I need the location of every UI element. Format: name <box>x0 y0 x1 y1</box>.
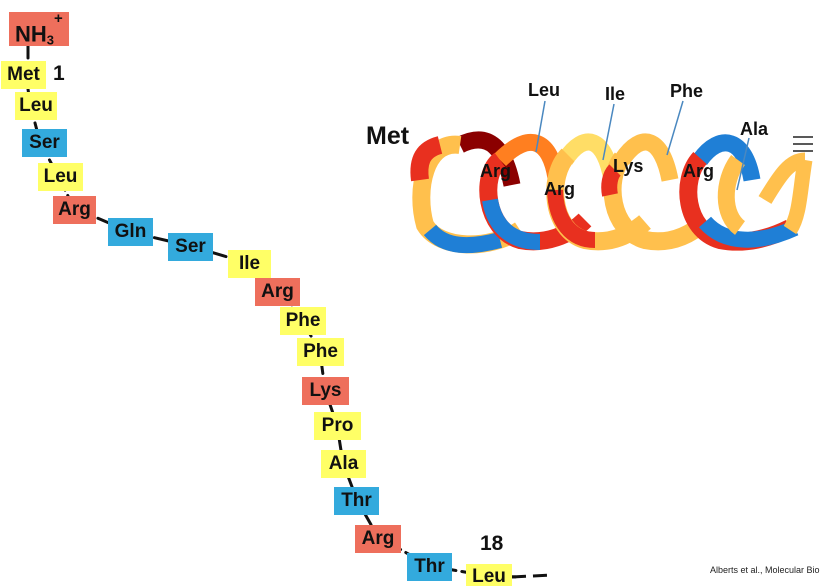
helix-label: Arg <box>683 161 714 181</box>
helix-front-coil <box>423 224 503 254</box>
helix-back-coil <box>456 131 521 187</box>
figure-credit: Alberts et al., Molecular Biolo <box>710 565 820 575</box>
n-terminus-sup: + <box>54 10 63 27</box>
helix-label: Ile <box>605 84 626 104</box>
residue-box: Lys <box>302 377 349 405</box>
helix-front-coil <box>717 155 746 235</box>
n-terminus-base: NH <box>15 21 47 47</box>
helix-front-coil <box>410 136 443 182</box>
helix-back-coil <box>693 134 761 182</box>
helix-start-label: Met <box>366 122 410 150</box>
chain-backbone <box>24 42 522 579</box>
menu-icon <box>793 136 813 152</box>
residue-number-start: 1 <box>53 62 65 85</box>
helix-front-coil <box>547 189 596 248</box>
residue-box: Gln <box>108 218 153 246</box>
residue-box: Ser <box>22 129 67 157</box>
alpha-helix <box>410 131 813 254</box>
residue-box: Arg <box>355 525 401 553</box>
leader-line-ala <box>736 137 750 191</box>
residue-box: Ile <box>228 250 271 278</box>
helix-front-coil <box>482 198 541 250</box>
residue-box: Thr <box>334 487 379 515</box>
residue-box: Arg <box>255 278 300 306</box>
residue-box: Met <box>1 61 46 89</box>
helix-label: Leu <box>528 80 561 100</box>
chain-continuation <box>511 573 553 579</box>
helix-label: Arg <box>544 179 575 199</box>
residue-box: Pro <box>314 412 361 440</box>
n-terminus-sub: 3 <box>46 32 55 48</box>
residue-box: Arg <box>53 196 96 224</box>
helix-front-coil <box>698 216 799 248</box>
leader-line-leu <box>535 100 546 153</box>
helix-label: Arg <box>480 161 511 181</box>
leader-line-ile <box>602 103 615 161</box>
leader-line-phe <box>666 100 684 156</box>
residue-number-end: 18 <box>480 532 504 555</box>
helix-back-coil <box>614 133 679 182</box>
residue-box: Phe <box>280 307 326 335</box>
residue-box: Leu <box>38 163 83 191</box>
helix-label: Ala <box>740 119 769 139</box>
residue-box: Ser <box>168 233 213 261</box>
helix-label: Lys <box>613 156 644 176</box>
residue-box: Leu <box>466 564 512 586</box>
helix-front-coil <box>783 158 813 235</box>
n-terminus-label: NH3 + <box>9 10 69 48</box>
helix-label: Phe <box>670 81 704 101</box>
residue-box: Leu <box>15 92 57 120</box>
residue-box: Phe <box>297 338 344 366</box>
residue-box: Ala <box>321 450 366 478</box>
residue-box: Thr <box>407 553 452 581</box>
helix-front-coil <box>601 164 622 197</box>
